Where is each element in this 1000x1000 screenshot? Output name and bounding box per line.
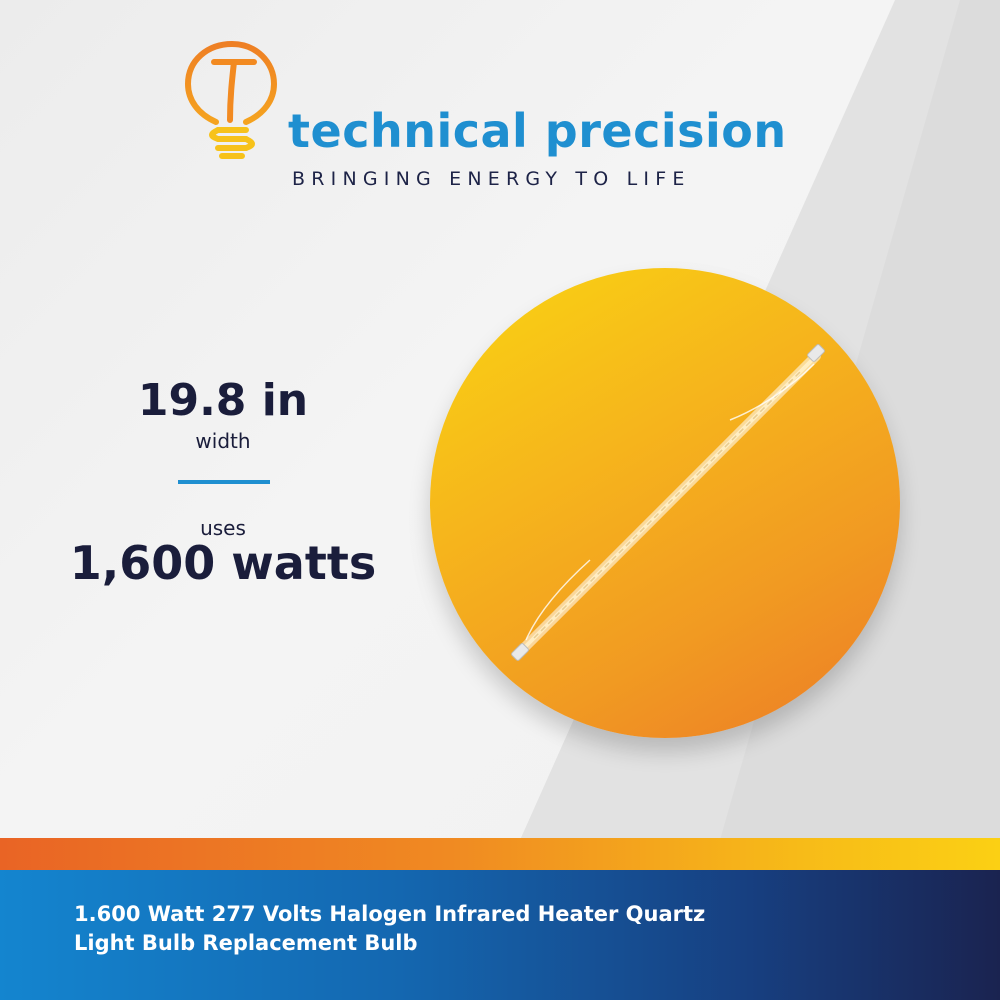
brand-name: technical precision — [288, 104, 787, 158]
spec-power-label: uses — [200, 516, 246, 540]
light-bulb-icon — [184, 40, 278, 159]
product-title: 1.600 Watt 277 Volts Halogen Infrared He… — [74, 902, 706, 955]
brand-tagline: BRINGING ENERGY TO LIFE — [292, 168, 691, 190]
bottom-banner — [0, 870, 1000, 1000]
quartz-heater-bulb-image — [511, 344, 825, 661]
spec-divider — [178, 480, 270, 484]
spec-width-value: 19.8 in — [137, 375, 309, 426]
banner-stripe — [0, 838, 1000, 870]
brand-logo: technical precision BRINGING ENERGY TO L… — [184, 40, 804, 189]
spec-width-label: width — [195, 429, 251, 453]
spec-power-value: 1,600 watts — [69, 536, 377, 590]
